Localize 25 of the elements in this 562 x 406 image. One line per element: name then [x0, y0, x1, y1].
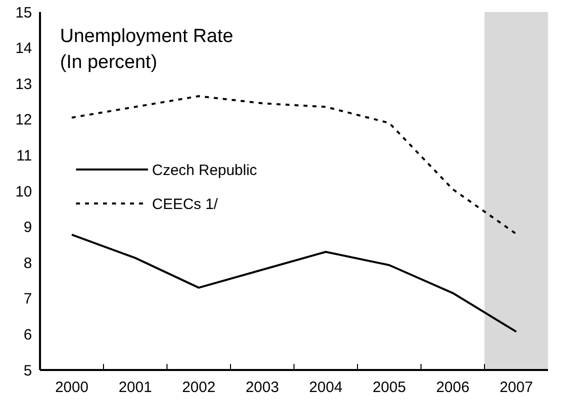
- x-tick-label: 2002: [182, 379, 216, 396]
- x-tick-label: 2007: [500, 379, 533, 396]
- x-tick-label: 2005: [372, 379, 406, 396]
- line-series: [70, 234, 518, 333]
- text: Unemployment Rate: [60, 26, 234, 47]
- y-tick-label: 9: [24, 219, 32, 236]
- y-tick-label: 12: [15, 112, 32, 129]
- y-tick-label: 11: [16, 147, 32, 164]
- y-tick-label: 7: [24, 290, 32, 308]
- legend-label: CEECs 1/: [152, 196, 219, 213]
- x-tick-label: 2006: [436, 379, 470, 396]
- y-tick-label: 10: [15, 183, 32, 200]
- y-tick-label: 15: [15, 4, 32, 22]
- y-tick-label: 14: [15, 40, 32, 58]
- x-tick-label: 2004: [309, 379, 342, 396]
- text: (In percent): [60, 52, 158, 73]
- y-tick-label: 8: [24, 254, 32, 272]
- x-tick-label: 2001: [118, 379, 152, 396]
- x-tick-label: 2003: [246, 379, 279, 396]
- y-tick-label: 13: [15, 76, 32, 93]
- x-tick-label: 2000: [55, 379, 88, 396]
- line-series: [70, 95, 518, 235]
- y-tick-label: 5: [24, 362, 32, 380]
- y-tick-label: 6: [24, 326, 32, 344]
- legend-label: Czech Republic: [152, 162, 258, 179]
